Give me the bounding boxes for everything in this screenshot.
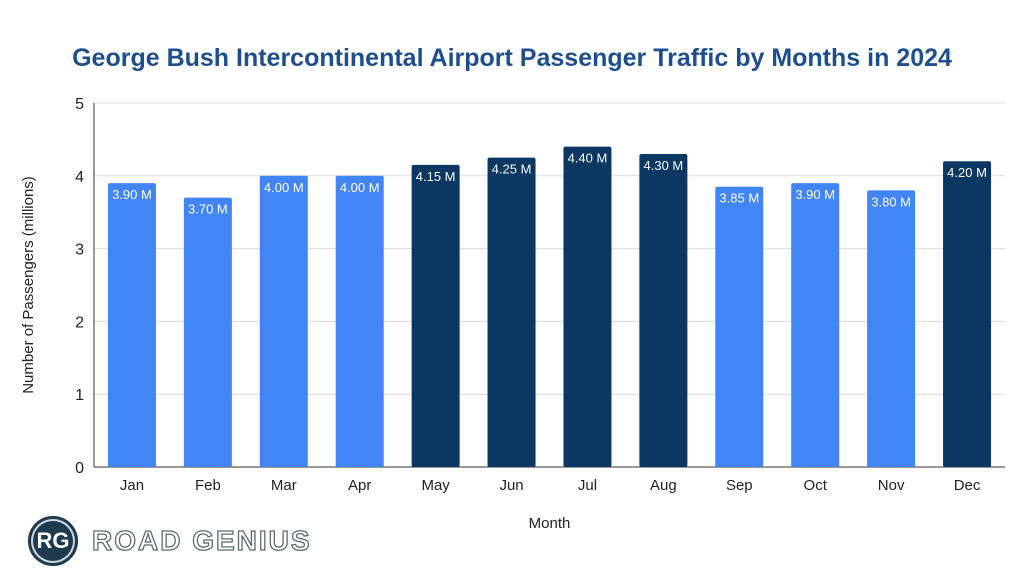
x-tick-label: Apr [348, 477, 371, 494]
x-tick-label: May [421, 477, 450, 494]
x-tick-label: Dec [954, 477, 981, 494]
bar-apr [335, 175, 384, 468]
x-tick-label: Jul [578, 477, 597, 494]
x-tick-label: Jan [120, 477, 144, 494]
data-label: 3.90 M [112, 187, 152, 202]
bar-mar [259, 175, 308, 468]
road-genius-logo: RG ROAD GENIUS [28, 516, 312, 566]
y-tick-label: 2 [75, 314, 84, 331]
data-label: 3.90 M [795, 187, 835, 202]
y-tick-label: 0 [75, 460, 84, 477]
x-tick-label: Mar [271, 477, 297, 494]
bar-jun [487, 157, 536, 467]
x-tick-label: Feb [195, 477, 221, 494]
data-label: 4.00 M [264, 180, 304, 195]
data-label: 4.25 M [492, 162, 532, 177]
data-label: 3.80 M [871, 194, 911, 209]
y-axis-title: Number of Passengers (millions) [20, 176, 37, 394]
y-tick-label: 3 [75, 242, 84, 259]
bar-may [411, 164, 460, 467]
logo-badge: RG [28, 516, 78, 566]
x-tick-label: Oct [804, 477, 828, 494]
data-label: 3.70 M [188, 202, 228, 217]
data-label: 4.20 M [947, 165, 987, 180]
bar-feb [183, 197, 232, 467]
bar-sep [715, 186, 764, 467]
bar-aug [639, 153, 688, 467]
chart-title: George Bush Intercontinental Airport Pas… [72, 44, 952, 72]
data-label: 4.30 M [644, 158, 684, 173]
data-label: 4.40 M [568, 151, 608, 166]
bar-nov [867, 190, 916, 468]
y-tick-label: 4 [75, 169, 84, 186]
y-tick-label: 1 [75, 387, 84, 404]
bar-jul [563, 146, 612, 467]
data-label: 4.00 M [340, 180, 380, 195]
bar-oct [791, 183, 840, 467]
data-label: 3.85 M [719, 191, 759, 206]
bar-jan [107, 183, 156, 467]
x-tick-label: Nov [878, 477, 905, 494]
x-tick-label: Jun [499, 477, 523, 494]
bar-dec [943, 161, 992, 468]
y-tick-label: 5 [75, 96, 84, 113]
logo-text: ROAD GENIUS [91, 524, 312, 556]
x-tick-label: Aug [650, 477, 677, 494]
x-tick-label: Sep [726, 477, 753, 494]
x-axis-title: Month [529, 515, 571, 532]
data-label: 4.15 M [416, 169, 456, 184]
